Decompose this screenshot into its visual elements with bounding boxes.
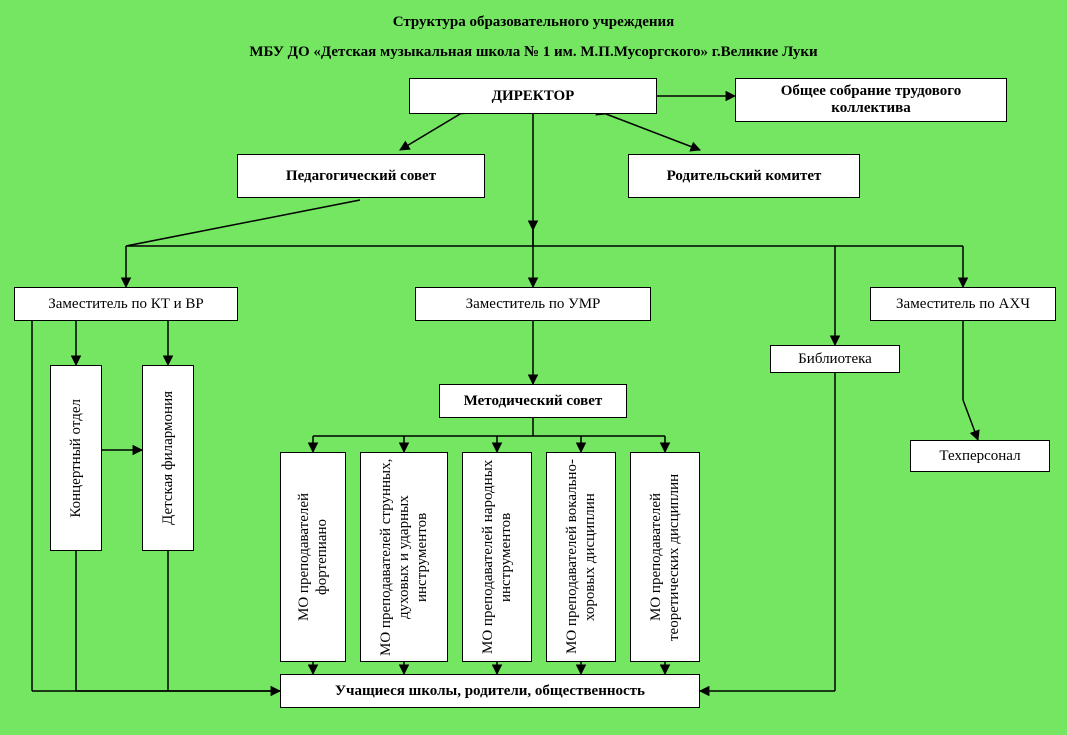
node-zam_ahch: Заместитель по АХЧ: [870, 287, 1056, 321]
node-techstaff: Техперсонал: [910, 440, 1050, 472]
node-mo_vocal: МО преподавателей вокально-хоровых дисци…: [546, 452, 616, 662]
node-zam_umr: Заместитель по УМР: [415, 287, 651, 321]
node-mo_theory: МО преподавателей теоретических дисципли…: [630, 452, 700, 662]
node-library: Библиотека: [770, 345, 900, 373]
node-ped_council: Педагогический совет: [237, 154, 485, 198]
node-mo_piano: МО преподавателей фортепиано: [280, 452, 346, 662]
node-child_phil: Детская филармония: [142, 365, 194, 551]
node-method_council: Методический совет: [439, 384, 627, 418]
node-parent_comm: Родительский комитет: [628, 154, 860, 198]
node-concert_dept: Концертный отдел: [50, 365, 102, 551]
node-assembly: Общее собрание трудового коллектива: [735, 78, 1007, 122]
org-chart-canvas: Структура образовательного учреждения МБ…: [0, 0, 1067, 735]
main-title: Структура образовательного учреждения: [0, 14, 1067, 31]
sub-title: МБУ ДО «Детская музыкальная школа № 1 им…: [0, 44, 1067, 61]
node-zam_ktvr: Заместитель по КТ и ВР: [14, 287, 238, 321]
node-students: Учащиеся школы, родители, общественность: [280, 674, 700, 708]
node-director: ДИРЕКТОР: [409, 78, 657, 114]
node-mo_folk: МО преподавателей народных инструментов: [462, 452, 532, 662]
node-mo_strings: МО преподавателей струнных, духовых и уд…: [360, 452, 448, 662]
